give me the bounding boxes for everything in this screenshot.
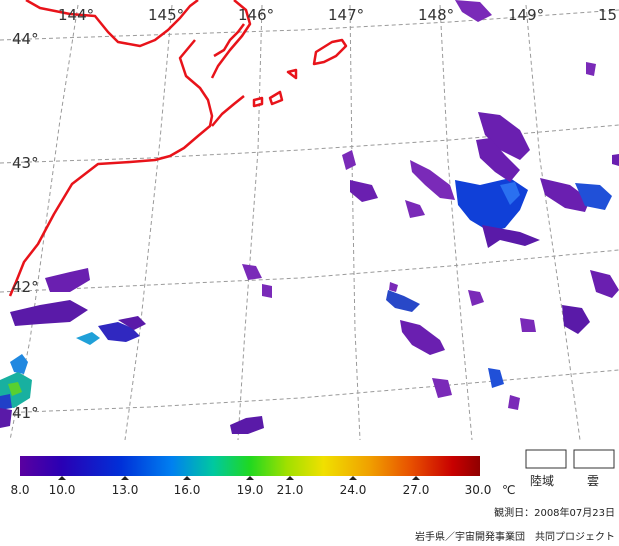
lat-label-41: 41° [12, 404, 39, 422]
land-swatch [525, 449, 567, 469]
cloud-label: 雲 [587, 474, 599, 488]
unit-label: ℃ [502, 483, 515, 497]
sst-patches [0, 0, 619, 434]
lon-label-150: 15 [598, 6, 617, 24]
lat-label-42: 42° [12, 278, 39, 296]
scale-tick-label: 8.0 [10, 483, 29, 497]
credit-text: 岩手県／宇宙開発事業団 共同プロジェクト [415, 530, 615, 543]
legend-panel: 8.0 10.0 13.0 16.0 19.0 21.0 24.0 27.0 3… [10, 449, 615, 543]
coastline [8, 0, 348, 297]
scale-tick-label: 27.0 [403, 483, 430, 497]
scale-tick-label: 19.0 [237, 483, 264, 497]
longitude-labels: 144° 145° 146° 147° 148° 149° 15 [58, 6, 617, 24]
scale-tick-label: 16.0 [174, 483, 201, 497]
scale-tick-label: 13.0 [112, 483, 139, 497]
lat-label-43: 43° [12, 154, 39, 172]
observation-date: 観測日：2008年07月23日 [494, 506, 615, 519]
scale-tick-label: 10.0 [49, 483, 76, 497]
cloud-swatch [573, 449, 615, 469]
sea-surface-temperature-map: 144° 145° 146° 147° 148° 149° 15 44° 43°… [0, 0, 619, 440]
lon-label-146: 146° [238, 6, 274, 24]
scale-tick-label: 30.0 [465, 483, 492, 497]
scale-tick-label: 21.0 [277, 483, 304, 497]
land-label: 陸域 [530, 474, 554, 488]
lon-label-147: 147° [328, 6, 364, 24]
latitude-labels: 44° 43° 42° 41° [12, 30, 39, 422]
lon-label-144: 144° [58, 6, 94, 24]
graticule-grid [0, 4, 619, 440]
scale-tick-labels: 8.0 10.0 13.0 16.0 19.0 21.0 24.0 27.0 3… [10, 483, 515, 497]
lon-label-145: 145° [148, 6, 184, 24]
lon-label-148: 148° [418, 6, 454, 24]
scale-tick-marks [58, 476, 420, 480]
lat-label-44: 44° [12, 30, 39, 48]
color-scale-bar [20, 456, 480, 476]
lon-label-149: 149° [508, 6, 544, 24]
scale-tick-label: 24.0 [340, 483, 367, 497]
